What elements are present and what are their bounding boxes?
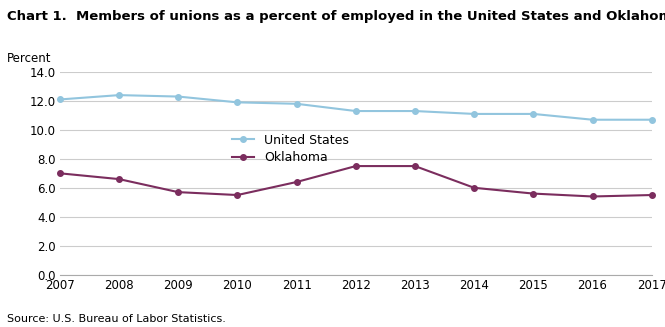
Oklahoma	[56, 171, 64, 175]
Text: Chart 1.  Members of unions as a percent of employed in the United States and Ok: Chart 1. Members of unions as a percent …	[7, 10, 665, 23]
United States	[115, 93, 123, 97]
Oklahoma	[648, 193, 656, 197]
Legend: United States, Oklahoma: United States, Oklahoma	[232, 134, 349, 164]
United States	[293, 102, 301, 106]
Line: Oklahoma: Oklahoma	[57, 163, 654, 199]
Text: Source: U.S. Bureau of Labor Statistics.: Source: U.S. Bureau of Labor Statistics.	[7, 314, 225, 324]
United States	[174, 95, 182, 98]
Oklahoma	[470, 186, 478, 190]
United States	[56, 97, 64, 101]
Oklahoma	[352, 164, 360, 168]
Oklahoma	[529, 192, 537, 196]
Oklahoma	[233, 193, 241, 197]
Line: United States: United States	[57, 92, 654, 123]
Oklahoma	[293, 180, 301, 184]
Oklahoma	[115, 177, 123, 181]
United States	[589, 118, 597, 122]
United States	[470, 112, 478, 116]
Oklahoma	[411, 164, 419, 168]
United States	[411, 109, 419, 113]
Oklahoma	[174, 190, 182, 194]
Text: Percent: Percent	[7, 52, 51, 65]
United States	[352, 109, 360, 113]
United States	[233, 100, 241, 104]
United States	[529, 112, 537, 116]
United States	[648, 118, 656, 122]
Oklahoma	[589, 195, 597, 198]
